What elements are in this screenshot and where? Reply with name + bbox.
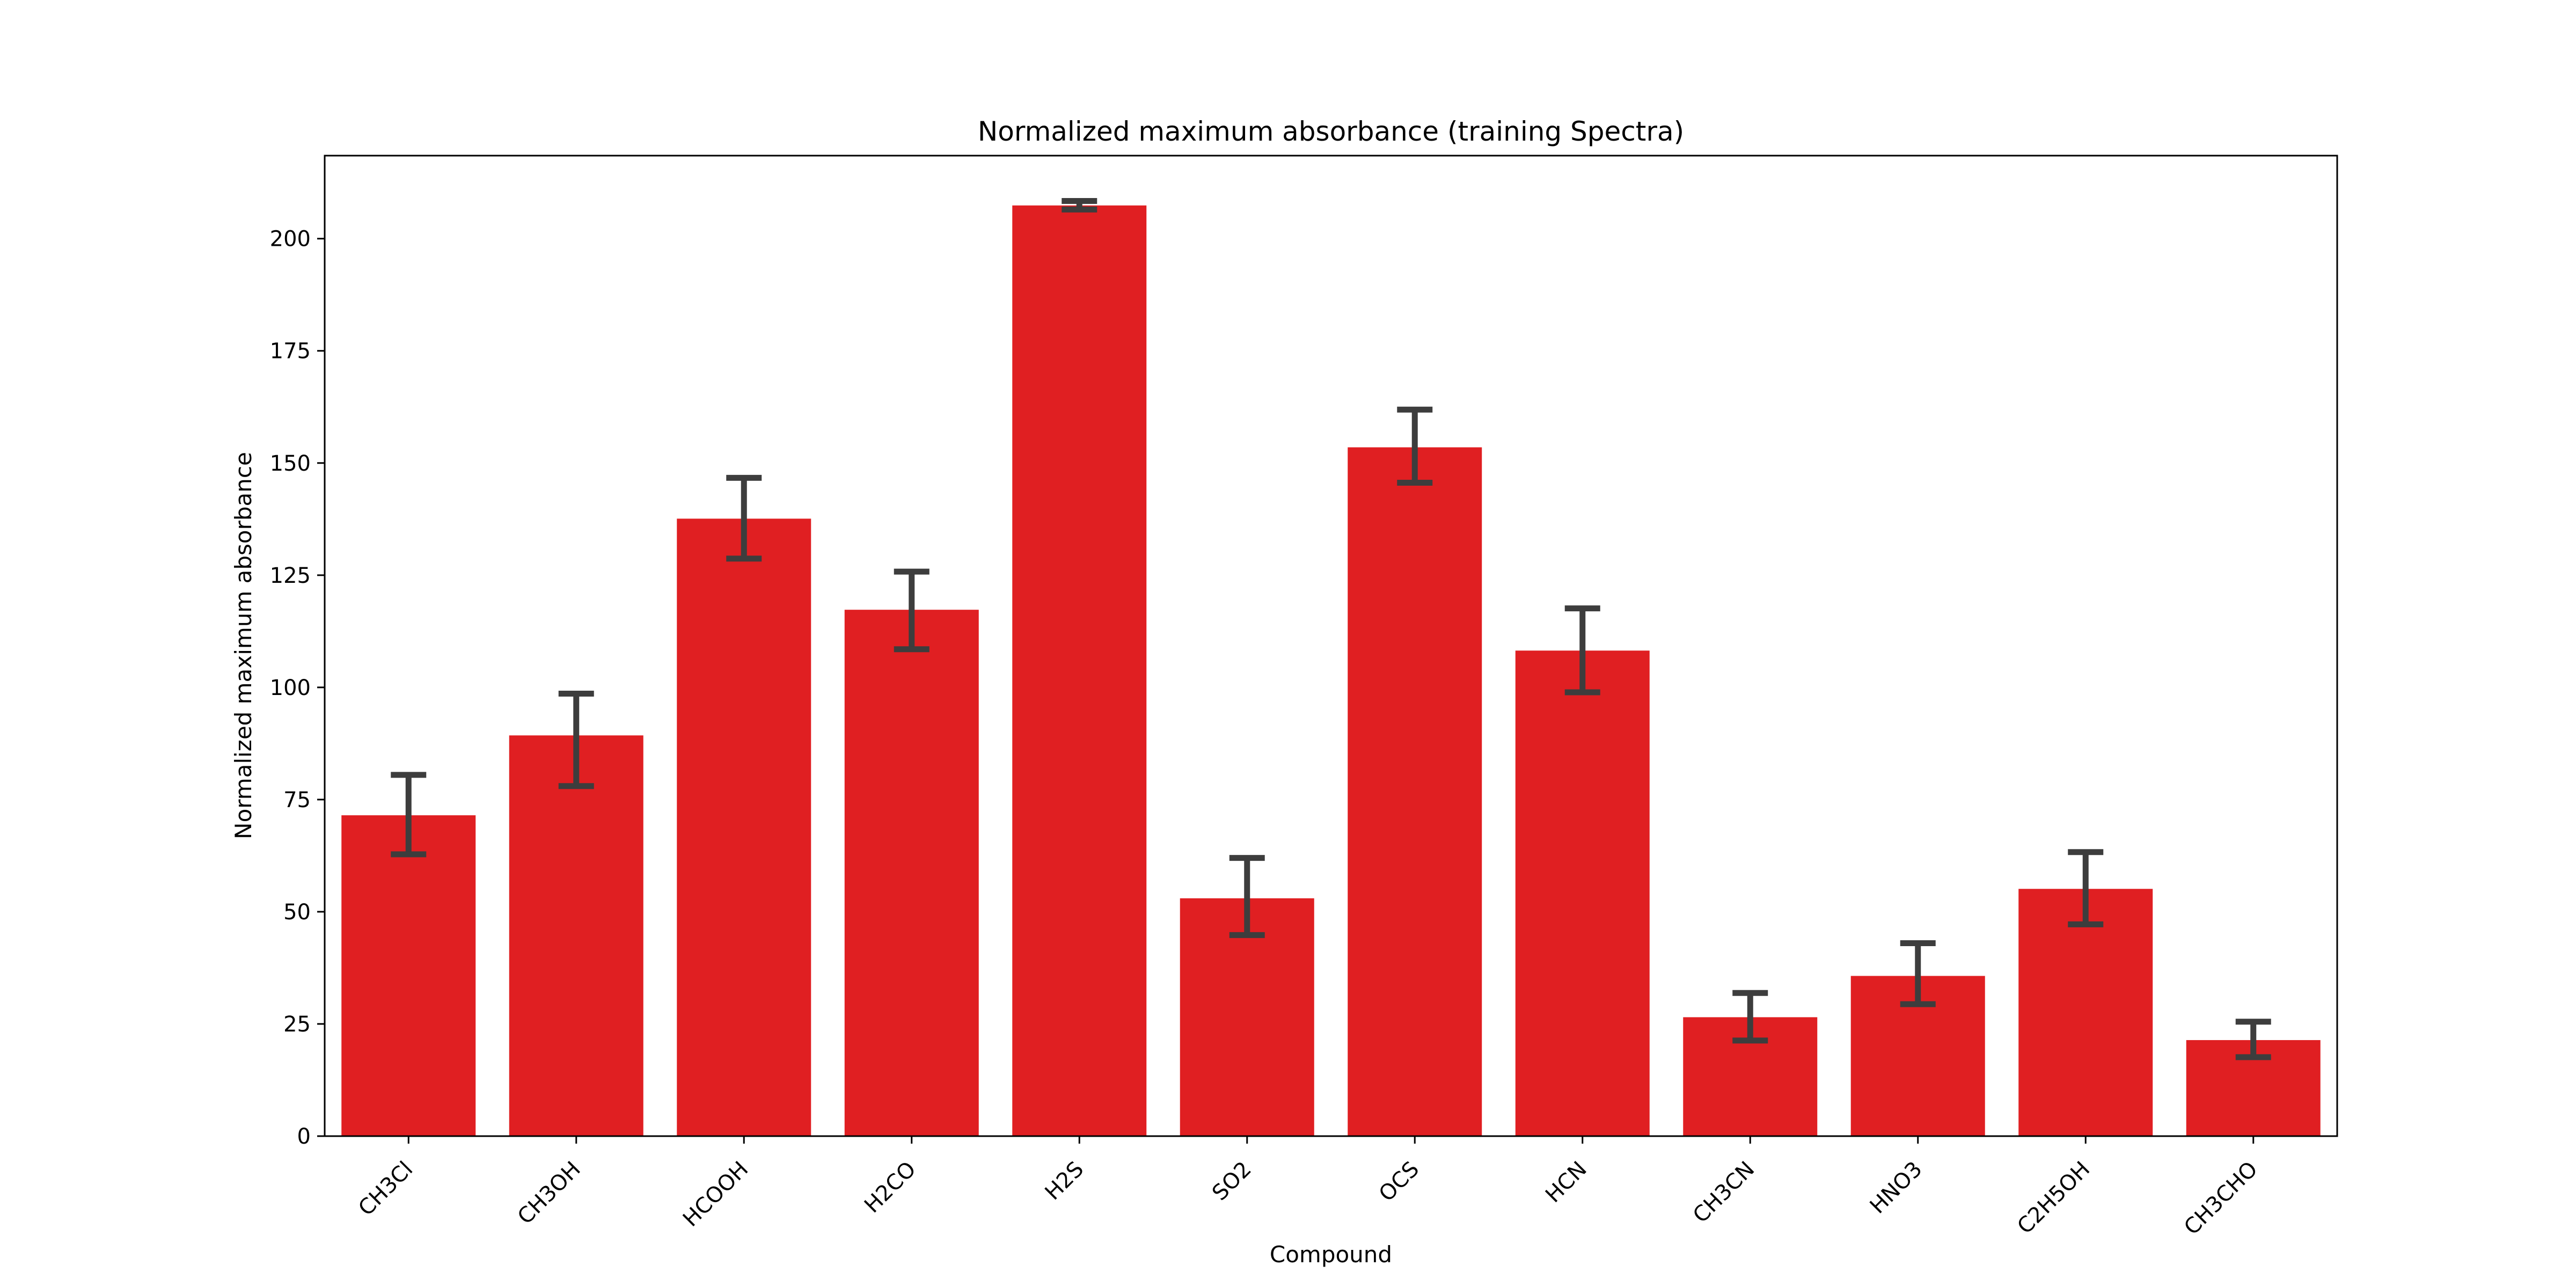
- x-tick-label-ch3oh: CH3OH: [513, 1157, 586, 1230]
- x-tick-label-hcn: HCN: [1541, 1157, 1592, 1208]
- x-tick-label-c2h5oh: C2H5OH: [2012, 1157, 2095, 1239]
- bar-hcooh: [677, 518, 811, 1136]
- error-bar-so2: [1229, 855, 1265, 938]
- error-bar-ocs: [1397, 406, 1433, 486]
- y-tick-label: 150: [270, 451, 311, 476]
- y-axis-label: Normalized maximum absorbance: [230, 452, 257, 839]
- y-tick-label: 75: [283, 788, 311, 813]
- x-tick-label-ch3cho: CH3CHO: [2179, 1157, 2263, 1240]
- x-axis: CH3Cl CH3OH HCOOH H2CO H2S SO2 OCS HCN CH3CN HNO3…: [354, 1136, 2263, 1240]
- y-tick-label: 125: [270, 564, 311, 588]
- x-axis-label: Compound: [1270, 1241, 1392, 1268]
- error-bar-hcooh: [726, 474, 762, 562]
- error-bar-h2s: [1062, 197, 1097, 213]
- y-tick-label: 0: [297, 1124, 311, 1149]
- error-bar-c2h5oh: [2068, 849, 2104, 927]
- plot-frame: [324, 155, 2338, 1137]
- x-tick-label-ch3cl: CH3Cl: [354, 1157, 418, 1221]
- bar-h2s: [1012, 205, 1147, 1137]
- y-tick-label: 200: [270, 227, 311, 252]
- bar-hcn: [1515, 650, 1650, 1136]
- chart-title: Normalized maximum absorbance (training …: [978, 116, 1684, 147]
- bars: [341, 205, 2321, 1137]
- error-bar-ch3oh: [558, 691, 594, 789]
- error-bar-hcn: [1564, 605, 1600, 696]
- y-axis: 0 25 50 75 100 125 150 175 200: [270, 227, 325, 1149]
- error-bar-h2co: [894, 568, 930, 653]
- x-tick-label-ch3cn: CH3CN: [1688, 1157, 1759, 1228]
- error-bars: [391, 197, 2271, 1060]
- bar-h2co: [844, 610, 979, 1136]
- bar-c2h5oh: [2018, 889, 2153, 1136]
- error-bar-ch3cho: [2235, 1019, 2271, 1060]
- x-tick-label-hcooh: HCOOH: [678, 1157, 753, 1232]
- y-tick-label: 25: [283, 1012, 311, 1037]
- bar-ch3oh: [509, 735, 643, 1136]
- y-tick-label: 50: [283, 900, 311, 925]
- error-bar-ch3cl: [391, 772, 427, 858]
- x-tick-label-ocs: OCS: [1374, 1157, 1424, 1206]
- error-bar-hno3: [1900, 940, 1936, 1007]
- y-tick-label: 100: [270, 676, 311, 700]
- y-tick-label: 175: [270, 339, 311, 364]
- error-bar-ch3cn: [1732, 990, 1768, 1044]
- x-tick-label-hno3: HNO3: [1865, 1157, 1927, 1219]
- x-tick-label-so2: SO2: [1208, 1157, 1256, 1206]
- x-tick-label-h2co: H2CO: [860, 1157, 921, 1218]
- bar-ocs: [1348, 447, 1482, 1136]
- x-tick-label-h2s: H2S: [1041, 1157, 1089, 1205]
- bar-ch3cl: [341, 815, 476, 1136]
